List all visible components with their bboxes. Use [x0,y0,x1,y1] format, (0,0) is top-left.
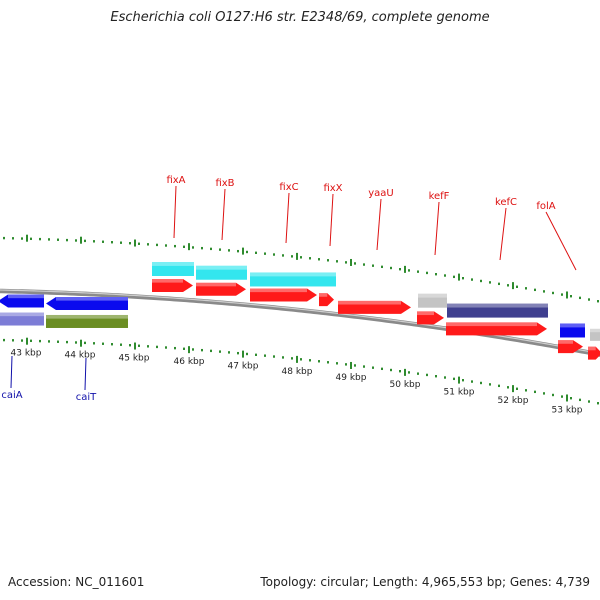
gene-arrow-folA [558,340,583,354]
axis-label-48-kbp: 48 kbp [282,367,313,377]
gene-arrow-kefC-shine [446,322,537,327]
axis-label-46-kbp: 46 kbp [174,357,205,367]
genome-backbone [0,288,600,357]
cog-feature-fixB-shine [196,265,247,270]
cog-feature-grey-shine [418,293,447,298]
cog-feature-kefC-shine [447,303,548,308]
gene-arrow-caiA-shine [8,294,44,299]
gene-arrow-kefC [446,322,547,336]
leader-line-fixB [221,188,226,241]
gene-arrow-fixX [319,293,334,307]
gene-arrow-caiT [46,296,128,310]
gene-arrow-fixC [250,288,317,302]
axis-label-45-kbp: 45 kbp [119,353,150,363]
gene-label-caiA: caiA [1,390,22,401]
cog-feature-fixA [152,261,194,276]
axis-label-44-kbp: 44 kbp [65,351,96,361]
gene-arrow-fixB-shine [196,282,236,287]
gene-arrow-next-shine [588,346,596,351]
leader-line-caiA [10,355,13,389]
leader-line-fixA [173,185,177,239]
axis-label-51-kbp: 51 kbp [444,388,475,398]
leader-line-kefC [499,207,507,261]
cog-feature-caiA-shine [0,312,44,317]
cog-feature-kefC [447,303,548,318]
gene-label-kefF: kefF [429,191,450,202]
cog-feature-fixC [250,272,336,287]
gene-arrow-fixA-shine [152,278,183,283]
cog-feature-fixB [196,265,247,280]
gene-label-fixA: fixA [166,175,185,186]
cog-feature-fixC-shine [250,272,336,277]
accession-label: Accession: NC_011601 [8,575,145,589]
leader-line-caiT [84,357,87,391]
axis-label-47-kbp: 47 kbp [228,362,259,372]
cog-feature-folA [560,323,585,338]
cog-feature-fixA-shine [152,261,194,266]
axis-label-43-kbp: 43 kbp [11,349,42,359]
cog-feature-folA-shine [560,323,585,328]
leader-line-yaaU [376,198,382,251]
topology-label: Topology: circular; Length: 4,965,553 bp… [260,575,590,589]
gene-label-folA: folA [536,201,555,212]
gene-arrow-kefF [417,311,444,325]
axis-label-50-kbp: 50 kbp [390,380,421,390]
gene-arrow-caiA [0,294,44,308]
cog-feature-grey [418,293,447,308]
cog-feature-grey-edge-shine [590,328,600,333]
gene-label-yaaU: yaaU [368,188,394,199]
cog-feature-caiA [0,312,44,326]
gene-arrow-yaaU [338,300,411,314]
cog-feature-caiT [46,314,128,328]
gene-arrow-next [588,346,600,360]
gene-label-caiT: caiT [76,392,97,403]
gene-label-kefC: kefC [495,197,517,208]
leader-line-kefF [434,201,440,256]
axis-label-49-kbp: 49 kbp [336,373,367,383]
gene-arrow-caiT-shine [56,296,128,301]
leader-line-fixX [329,193,334,247]
cog-feature-caiT-shine [46,314,128,319]
cog-feature-grey-edge [590,328,600,341]
leader-line-folA [545,211,577,271]
map-title: Escherichia coli O127:H6 str. E2348/69, … [110,10,490,25]
gene-arrow-folA-shine [558,340,573,344]
gene-label-fixC: fixC [279,182,298,193]
gene-arrow-fixA [152,278,193,292]
gene-arrow-yaaU-shine [338,300,401,305]
backbone-highlight [0,289,600,355]
gene-label-fixX: fixX [323,183,342,194]
axis-label-52-kbp: 52 kbp [498,396,529,406]
gene-arrow-fixX-shine [319,293,328,297]
gene-arrow-fixC-shine [250,288,307,293]
axis-label-53-kbp: 53 kbp [552,405,583,415]
gene-arrow-fixB [196,282,246,296]
gene-arrow-kefF-shine [417,311,434,316]
leader-line-fixC [285,192,290,244]
gene-label-fixB: fixB [215,178,234,189]
